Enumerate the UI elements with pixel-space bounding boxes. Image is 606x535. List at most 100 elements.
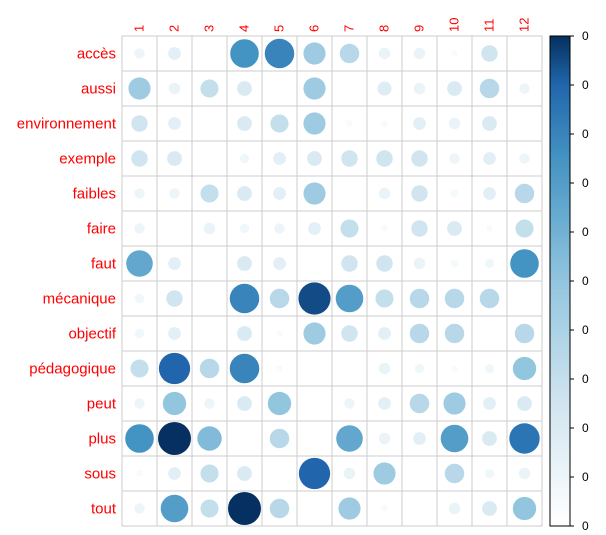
correlation-circle	[409, 323, 430, 344]
correlation-circle	[519, 83, 530, 94]
correlation-circle	[168, 467, 181, 480]
correlation-circle	[303, 322, 326, 345]
correlation-circle	[482, 431, 497, 446]
correlation-circle	[239, 153, 250, 164]
correlation-circle	[273, 187, 286, 200]
correlation-circle	[411, 150, 428, 167]
correlation-circle	[509, 423, 540, 454]
row-labels: accès aussi environnement exemple faibles fai…	[17, 46, 117, 518]
correlation-circle	[376, 150, 393, 167]
grid-cell	[296, 385, 333, 422]
correlation-circle	[447, 221, 462, 236]
correlation-circle	[229, 353, 260, 384]
colorbar-tick-label: 0	[582, 78, 589, 92]
correlation-circle	[131, 115, 148, 132]
grid-cell	[401, 455, 438, 492]
correlation-circle	[451, 50, 458, 57]
correlation-circle	[483, 187, 496, 200]
correlation-circle	[160, 494, 189, 523]
colorbar: 0 0 0 0 0 0 0 0 0 0 0	[549, 29, 589, 533]
grid-cell	[401, 490, 438, 527]
grid-cell	[191, 245, 228, 282]
row-label: environnement	[17, 116, 117, 133]
grid-cell	[191, 105, 228, 142]
correlation-circle	[237, 466, 252, 481]
grid-cell	[191, 315, 228, 352]
row-label: plus	[88, 431, 116, 448]
correlation-circle	[447, 81, 462, 96]
correlation-circle	[450, 259, 459, 268]
correlation-circle	[237, 81, 252, 96]
correlation-circle	[378, 47, 391, 60]
correlation-circle	[448, 502, 461, 515]
correlation-circle	[269, 428, 290, 449]
correlation-circle	[273, 257, 286, 270]
row-label: faire	[87, 221, 116, 238]
correlation-circle	[346, 120, 353, 127]
colorbar-tick-label: 0	[582, 176, 589, 190]
colorbar-tick-label: 0	[582, 323, 589, 337]
row-label: faibles	[73, 186, 116, 203]
grid-cell	[296, 245, 333, 282]
column-label: 9	[412, 25, 427, 32]
correlation-circle	[167, 151, 182, 166]
grid-cell	[191, 35, 228, 72]
correlation-circle	[517, 396, 532, 411]
column-label: 1	[132, 25, 147, 32]
correlation-circle	[134, 328, 145, 339]
correlation-circle	[237, 186, 252, 201]
correlation-circle	[230, 39, 259, 68]
correlation-circle	[264, 38, 295, 69]
correlation-circle	[514, 323, 535, 344]
correlation-circle	[158, 422, 191, 455]
correlation-circle	[378, 327, 391, 340]
correlation-circle	[448, 117, 461, 130]
correlation-circle	[303, 77, 326, 100]
correlation-circle	[413, 117, 426, 130]
correlation-circle	[479, 288, 500, 309]
row-label: accès	[77, 46, 116, 63]
colorbar-tick-label: 0	[582, 519, 589, 533]
plot-grid	[121, 35, 543, 527]
correlation-circle	[134, 293, 145, 304]
grid-cell	[296, 490, 333, 527]
row-label: faut	[91, 256, 117, 273]
correlation-circle	[341, 255, 358, 272]
correlation-circle	[378, 187, 391, 200]
grid-cell	[261, 70, 298, 107]
correlation-circle	[440, 424, 469, 453]
correlation-circle	[303, 112, 326, 135]
colorbar-tick-label: 0	[582, 29, 589, 43]
correlation-circle	[344, 398, 355, 409]
correlation-circle	[484, 258, 495, 269]
correlation-circle	[483, 397, 496, 410]
grid-cell	[191, 140, 228, 177]
colorbar-tick-label: 0	[582, 372, 589, 386]
correlation-circle	[298, 282, 331, 315]
correlation-circle	[200, 464, 219, 483]
row-label: mécanique	[43, 291, 116, 308]
correlation-circle	[136, 470, 143, 477]
correlation-circle	[519, 153, 530, 164]
correlation-circle	[450, 189, 459, 198]
correlation-circle	[229, 283, 260, 314]
column-label: 11	[482, 19, 497, 33]
grid-cell	[226, 420, 263, 457]
correlation-circle	[125, 424, 154, 453]
correlation-circle	[200, 184, 219, 203]
correlation-circle	[200, 79, 219, 98]
correlation-circle	[298, 457, 331, 490]
correlation-circle	[373, 462, 396, 485]
correlation-circle	[130, 359, 149, 378]
row-label: pédagogique	[29, 361, 116, 378]
correlation-circle	[339, 43, 360, 64]
correlation-circle	[273, 152, 286, 165]
correlation-circle	[134, 188, 145, 199]
correlation-circle	[168, 327, 181, 340]
column-label: 12	[517, 18, 532, 32]
correlation-circle	[510, 249, 539, 278]
correlation-circle	[158, 352, 191, 385]
correlation-circle	[378, 432, 391, 445]
correlation-circle	[381, 505, 388, 512]
